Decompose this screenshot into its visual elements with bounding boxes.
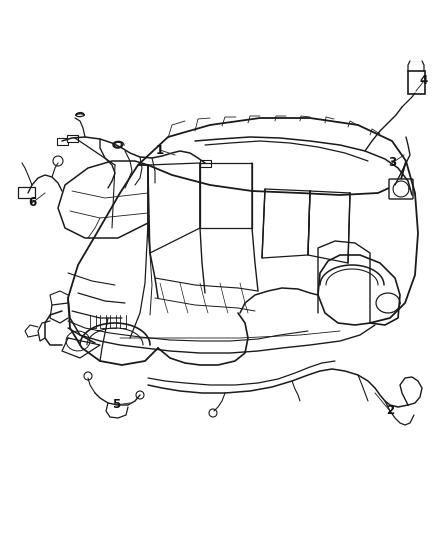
FancyBboxPatch shape (57, 138, 67, 144)
Text: 4: 4 (420, 75, 428, 87)
FancyBboxPatch shape (389, 179, 413, 199)
FancyBboxPatch shape (18, 187, 35, 198)
FancyBboxPatch shape (199, 159, 211, 166)
Text: 2: 2 (386, 405, 394, 417)
Text: 1: 1 (156, 143, 164, 157)
FancyBboxPatch shape (67, 134, 78, 141)
Text: 3: 3 (388, 157, 396, 169)
Text: 6: 6 (28, 197, 36, 209)
FancyBboxPatch shape (407, 70, 424, 93)
Text: 5: 5 (112, 399, 120, 411)
